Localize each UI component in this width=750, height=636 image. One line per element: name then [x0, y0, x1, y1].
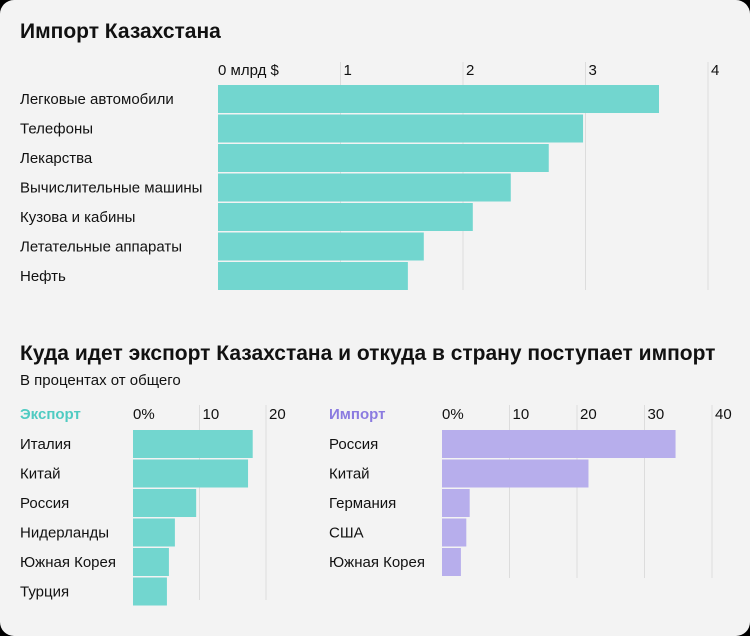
- export-partners-chart: 0% 10 20 Экспорт Италия Китай Россия Нидерланды…: [20, 405, 286, 606]
- bar: [218, 262, 408, 290]
- category-label: Нидерланды: [20, 525, 109, 542]
- category-label: Южная Корея: [20, 554, 116, 571]
- category-label: Южная Корея: [329, 554, 425, 571]
- x-tick-label: 0%: [133, 406, 155, 423]
- panel-title: Экспорт: [20, 406, 81, 423]
- bar: [218, 114, 584, 143]
- x-tick-label: 20: [580, 406, 597, 423]
- x-tick-label: 0 млрд $: [218, 62, 279, 79]
- trade-partners-title: Куда идет экспорт Казахстана и откуда в …: [20, 342, 715, 365]
- bar: [442, 489, 470, 517]
- bar: [218, 232, 424, 261]
- x-tick-label: 0%: [442, 406, 464, 423]
- x-tick-label: 3: [589, 62, 597, 79]
- category-label: Италия: [20, 436, 71, 453]
- bar: [218, 203, 473, 231]
- category-label: Россия: [20, 495, 69, 512]
- bar: [133, 489, 197, 517]
- bar: [442, 518, 467, 547]
- bar: [133, 518, 175, 547]
- import-chart-title: Импорт Казахстана: [20, 20, 221, 43]
- bar: [133, 430, 253, 458]
- category-label: Летательные аппараты: [20, 239, 182, 256]
- x-tick-label: 40: [715, 406, 732, 423]
- trade-partners-subtitle: В процентах от общего: [20, 372, 181, 389]
- category-label: Россия: [329, 436, 378, 453]
- x-tick-label: 10: [203, 406, 220, 423]
- bar: [133, 577, 167, 606]
- bar: [133, 459, 249, 488]
- bar: [442, 459, 589, 488]
- import-products-chart: 0 млрд $ 1 2 3 4 Легковые автомобили Телефоны Л…: [20, 62, 719, 290]
- category-label: Китай: [329, 466, 370, 483]
- category-label: Кузова и кабины: [20, 209, 135, 226]
- x-tick-label: 4: [711, 62, 719, 79]
- category-label: Турция: [20, 584, 69, 601]
- category-label: Легковые автомобили: [20, 91, 174, 108]
- bar: [218, 173, 511, 202]
- panel-title: Импорт: [329, 406, 385, 423]
- category-label: Нефть: [20, 268, 66, 285]
- x-tick-label: 20: [269, 406, 286, 423]
- category-label: Китай: [20, 466, 61, 483]
- x-tick-label: 2: [466, 62, 474, 79]
- category-label: Германия: [329, 495, 396, 512]
- category-label: Телефоны: [20, 121, 93, 138]
- x-tick-label: 1: [344, 62, 352, 79]
- x-tick-label: 30: [648, 406, 665, 423]
- category-label: США: [329, 525, 364, 542]
- bar: [442, 548, 461, 576]
- import-partners-chart: 0% 10 20 30 40 Импорт Россия Китай Германия США Юж…: [329, 405, 732, 578]
- bar: [133, 548, 169, 576]
- category-label: Вычислительные машины: [20, 180, 202, 197]
- bar: [442, 430, 676, 458]
- bar: [218, 85, 659, 113]
- category-label: Лекарства: [20, 150, 93, 167]
- bar: [218, 144, 549, 172]
- x-tick-label: 10: [513, 406, 530, 423]
